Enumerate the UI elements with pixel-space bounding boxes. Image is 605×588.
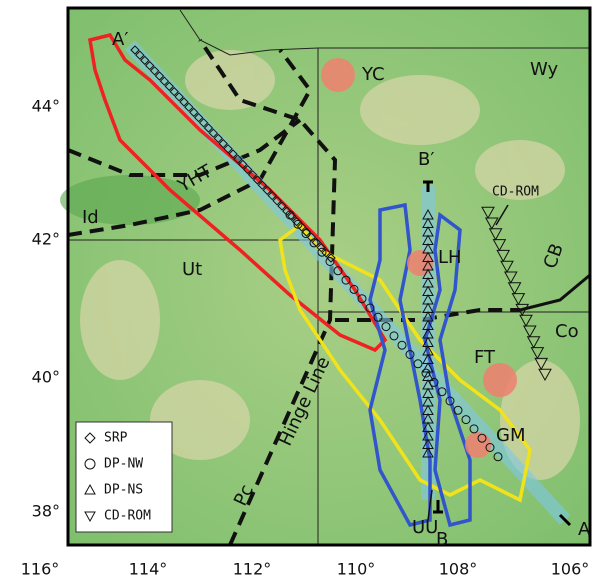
latitude-label: 44° [32,97,60,116]
longitude-label: 108° [439,560,478,579]
latitude-label: 42° [32,230,60,249]
feature-label: LH [438,247,462,268]
profile-label: B′ [418,149,434,170]
longitude-label: 114° [129,560,168,579]
longitude-label: 106° [551,560,590,579]
state-label: Co [555,321,579,342]
legend-label: CD-ROM [104,509,151,524]
feature-label: CD-ROM [492,185,539,200]
feature-label: UU [412,517,438,538]
profile-label: A [578,519,591,540]
map: A′ A B′ B Wy Id Ut Co YC YHT LH FT GM CB… [0,0,605,588]
latitude-label: 38° [32,502,60,521]
feature-label: FT [474,347,496,368]
feature-label: GM [496,425,525,446]
legend-label: DP-NS [104,483,143,498]
feature-label: YC [361,64,385,85]
latitude-label: 40° [32,368,60,387]
state-label: Id [82,207,99,228]
legend-label: SRP [104,431,128,446]
profile-label: A′ [112,29,128,50]
legend-label: DP-NW [104,457,143,472]
longitude-label: 110° [337,560,376,579]
longitude-label: 116° [21,560,60,579]
state-label: Ut [182,259,202,280]
longitude-label: 112° [233,560,272,579]
state-label: Wy [530,59,558,80]
